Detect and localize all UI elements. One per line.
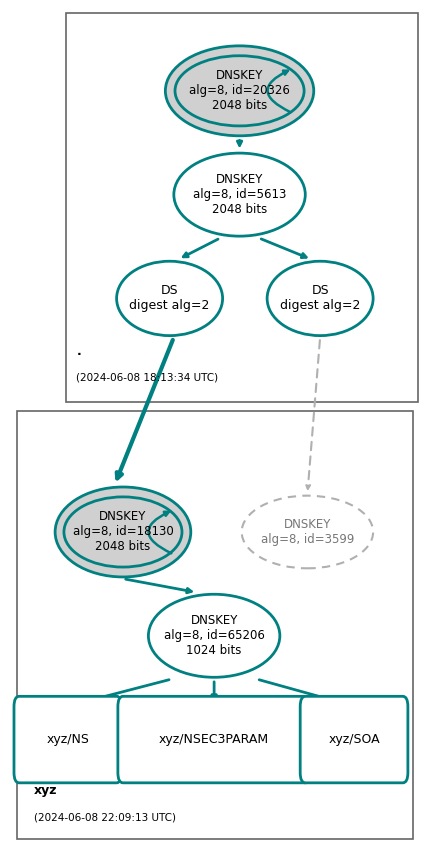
Text: DNSKEY
alg=8, id=20326
2048 bits: DNSKEY alg=8, id=20326 2048 bits [189, 69, 290, 112]
Text: xyz/SOA: xyz/SOA [328, 733, 380, 746]
Ellipse shape [64, 497, 182, 567]
Text: xyz/NSEC3PARAM: xyz/NSEC3PARAM [159, 733, 269, 746]
FancyBboxPatch shape [14, 696, 122, 783]
Ellipse shape [175, 55, 304, 126]
FancyBboxPatch shape [118, 696, 310, 783]
Bar [17, 411, 413, 839]
Bar [66, 13, 418, 402]
Text: (2024-06-08 18:13:34 UTC): (2024-06-08 18:13:34 UTC) [76, 373, 218, 382]
Text: DNSKEY
alg=8, id=65206
1024 bits: DNSKEY alg=8, id=65206 1024 bits [164, 614, 265, 657]
Ellipse shape [165, 46, 314, 136]
Text: DS
digest alg=2: DS digest alg=2 [129, 285, 210, 312]
Ellipse shape [148, 594, 280, 677]
Text: DNSKEY
alg=8, id=5613
2048 bits: DNSKEY alg=8, id=5613 2048 bits [193, 173, 286, 216]
Ellipse shape [174, 153, 305, 236]
Ellipse shape [117, 261, 223, 336]
Text: DNSKEY
alg=8, id=18130
2048 bits: DNSKEY alg=8, id=18130 2048 bits [73, 510, 173, 554]
Text: (2024-06-08 22:09:13 UTC): (2024-06-08 22:09:13 UTC) [34, 812, 176, 822]
Ellipse shape [242, 496, 373, 568]
Text: xyz: xyz [34, 784, 57, 797]
Text: DS
digest alg=2: DS digest alg=2 [280, 285, 360, 312]
Ellipse shape [55, 487, 191, 577]
Text: .: . [76, 344, 81, 357]
Text: DNSKEY
alg=8, id=3599: DNSKEY alg=8, id=3599 [261, 518, 354, 546]
Ellipse shape [267, 261, 373, 336]
FancyBboxPatch shape [300, 696, 408, 783]
Text: xyz/NS: xyz/NS [46, 733, 89, 746]
